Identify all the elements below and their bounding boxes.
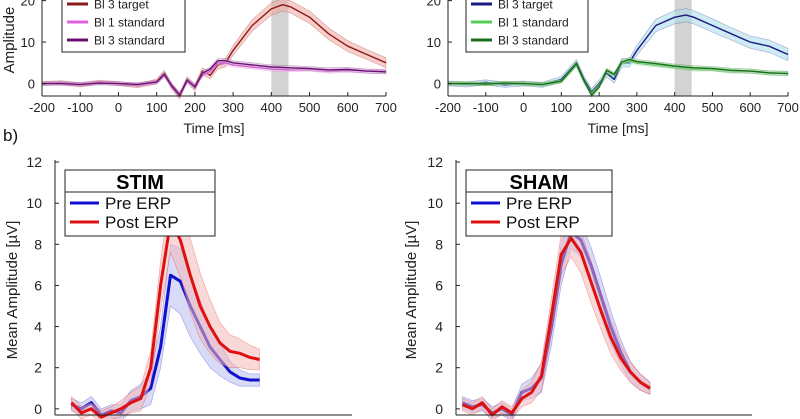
legend-box [61,0,186,53]
chart-top-left: -200 -100 0 100 200 300 400 500 600 700 0 10 20 Time … [1,0,397,136]
y-tick-label: 6 [435,277,443,293]
series-line-2 [448,58,789,96]
y-tick-label: 12 [26,154,42,170]
legend-label-1: Post ERP [506,213,580,232]
legend-label-2: Bl 3 standard [94,34,165,48]
legend-box [465,0,589,53]
panel-b-label: b) [3,126,18,145]
x-tick-label: 200 [588,100,610,115]
y-tick-label: 8 [34,236,42,252]
error-band-series-1 [447,58,789,97]
x-tick-label: 300 [222,100,244,115]
y-tick-label: 10 [26,195,42,211]
x-tick-label: 300 [626,100,648,115]
y-tick-label: 20 [427,0,441,9]
y-tick-label: 0 [434,77,441,92]
error-band-series-2 [447,57,789,98]
x-tick-label: 700 [777,100,799,115]
legend-label-1: Post ERP [105,213,179,232]
chart-title: SHAM [510,172,569,194]
chart-top-right: -200 -100 0 100 200 300 400 500 600 700 0 10 20 Time … [427,0,799,136]
y-axis-label: Mean Amplitude [µV] [403,221,420,360]
y-tick-label: 10 [427,195,443,211]
y-tick-label: 4 [435,319,443,335]
x-tick-label: 100 [550,100,572,115]
series-line-1 [462,236,651,417]
x-tick-label: -100 [67,100,93,115]
x-tick-label: 500 [702,100,724,115]
y-axis-label: Mean Amplitude [µV] [4,221,21,360]
y-tick-label: 10 [21,35,35,50]
y-tick-label: 4 [34,319,42,335]
x-tick-label: 700 [375,100,397,115]
x-tick-label: 100 [146,100,168,115]
y-tick-label: 8 [435,236,443,252]
legend-label-0: Pre ERP [105,194,171,213]
x-axis-label: Time [ms] [184,120,245,136]
highlight-window [674,0,692,96]
x-tick-label: 600 [337,100,359,115]
legend-label-0: Pre ERP [506,194,572,213]
error-band-series-0 [462,214,651,419]
x-tick-label: 200 [184,100,206,115]
x-tick-label: -100 [473,100,499,115]
error-band-series-0 [71,243,260,419]
legend-label-1: Bl 1 standard [498,16,569,30]
y-axis-label: Amplitude [1,7,18,74]
y-tick-label: 0 [34,401,42,417]
y-tick-label: 0 [28,77,35,92]
y-tick-label: 2 [34,360,42,376]
y-tick-label: 20 [21,0,35,9]
chart-title: STIM [116,172,164,194]
legend-label-1: Bl 1 standard [94,16,165,30]
x-tick-label: 500 [299,100,321,115]
x-tick-label: 0 [115,100,122,115]
y-tick-label: 6 [34,277,42,293]
series-line-1 [70,220,260,419]
series-line-0 [462,230,651,417]
y-tick-label: 10 [427,35,441,50]
legend-label-2: Bl 3 standard [498,34,569,48]
legend-label-0: Bl 3 target [94,0,149,12]
error-band-series-1 [462,219,651,419]
x-tick-label: 400 [664,100,686,115]
y-tick-label: 12 [427,154,443,170]
y-tick-label: 2 [435,360,443,376]
x-tick-label: -200 [29,100,55,115]
x-tick-label: -200 [435,100,461,115]
x-tick-label: 0 [520,100,527,115]
highlight-window [271,0,289,96]
x-tick-label: 400 [260,100,282,115]
y-tick-label: 0 [435,401,443,417]
series-line-2 [42,60,387,96]
x-tick-label: 600 [739,100,761,115]
legend-label-0: Bl 3 target [498,0,553,12]
x-axis-label: Time [ms] [588,120,649,136]
